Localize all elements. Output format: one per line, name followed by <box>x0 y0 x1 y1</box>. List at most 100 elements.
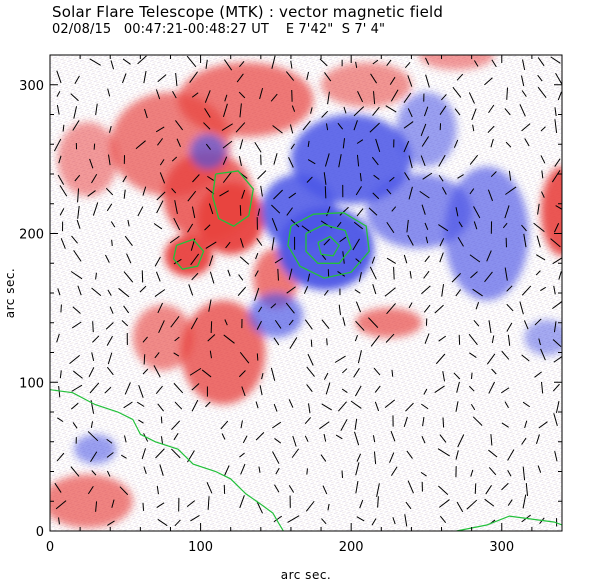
field-vector <box>423 388 428 395</box>
field-vector <box>469 188 475 195</box>
field-vector <box>524 420 528 429</box>
field-vector <box>171 156 178 162</box>
field-vector <box>286 207 293 216</box>
field-vector <box>157 403 164 412</box>
field-contour-2 <box>287 212 370 279</box>
field-vector <box>270 303 277 309</box>
field-vector <box>137 55 147 65</box>
field-vector <box>273 515 283 523</box>
field-vector <box>256 320 262 330</box>
field-vector <box>552 339 562 348</box>
field-vector <box>121 320 129 327</box>
field-vector <box>523 233 527 248</box>
field-vector <box>386 257 396 264</box>
field-vector <box>353 221 364 230</box>
field-vector <box>274 484 280 493</box>
field-vector <box>486 250 492 262</box>
field-vector <box>404 61 411 69</box>
field-vector <box>474 483 477 494</box>
field-vector <box>323 238 331 246</box>
field-vector <box>72 120 80 131</box>
field-vector <box>438 335 446 342</box>
field-vector <box>258 466 261 473</box>
field-vector <box>57 288 61 296</box>
field-vector <box>227 269 231 277</box>
positive-field-region-5 <box>321 62 412 108</box>
field-vector <box>159 464 164 476</box>
field-vector <box>554 451 558 462</box>
field-vector <box>304 417 312 425</box>
x-tick-label: 300 <box>489 540 514 555</box>
field-vector <box>156 502 165 508</box>
field-vector <box>393 267 395 280</box>
field-vector <box>342 368 348 374</box>
field-vector <box>472 288 483 297</box>
ticks-layer: 0 100 200 300 0 100 200 300 <box>19 54 563 555</box>
field-vector <box>541 191 545 198</box>
field-vector <box>521 354 530 362</box>
field-vector <box>404 172 410 181</box>
field-vector <box>222 140 233 149</box>
field-vector <box>455 207 459 217</box>
field-vector <box>225 241 231 249</box>
positive-field-region-12 <box>418 55 495 70</box>
field-vector <box>540 126 546 132</box>
field-vector <box>208 299 212 312</box>
field-vector <box>109 306 114 314</box>
field-vector <box>392 517 396 525</box>
field-vector <box>554 119 558 133</box>
field-vector <box>270 367 276 381</box>
field-vector <box>359 173 362 182</box>
field-vector <box>126 253 132 264</box>
field-vector <box>77 188 80 203</box>
field-vector <box>173 258 182 265</box>
negative-field-region-7 <box>396 92 457 167</box>
field-vector <box>521 285 532 296</box>
field-vector <box>273 403 278 412</box>
field-vector <box>355 61 358 68</box>
field-vector <box>124 435 127 443</box>
field-vector <box>377 496 379 508</box>
field-vector <box>376 483 380 497</box>
field-vector <box>172 91 177 99</box>
field-vector <box>55 500 67 510</box>
field-vector <box>273 189 283 200</box>
field-vector <box>201 369 212 378</box>
field-vector <box>468 385 475 392</box>
field-vector <box>439 499 450 508</box>
field-vector <box>504 108 511 116</box>
field-vector <box>56 452 65 462</box>
field-vector <box>91 287 102 297</box>
field-vector <box>372 59 379 65</box>
field-vector <box>389 176 395 182</box>
field-vector <box>370 335 380 347</box>
field-vector <box>456 381 460 393</box>
field-vector <box>371 156 379 166</box>
field-vector <box>192 174 200 183</box>
negative-field-region-5 <box>190 133 227 170</box>
field-vector <box>107 154 111 166</box>
field-vector <box>123 401 133 409</box>
field-vector <box>386 221 395 234</box>
field-vector <box>272 125 283 134</box>
field-vector <box>355 480 359 494</box>
field-vector <box>553 321 557 333</box>
field-vector <box>423 270 430 279</box>
field-vector <box>307 353 314 366</box>
field-vector <box>350 400 362 409</box>
field-vector <box>439 238 445 247</box>
field-vector <box>155 271 161 282</box>
field-vector <box>155 89 161 100</box>
field-vector <box>124 235 133 247</box>
field-vector <box>190 253 200 266</box>
field-vector <box>205 401 211 408</box>
y-tick-label: 100 <box>19 376 44 391</box>
field-vector <box>288 268 293 280</box>
field-vector <box>371 518 377 526</box>
field-vector <box>88 367 95 378</box>
field-vector <box>72 306 81 314</box>
field-vector <box>472 124 475 132</box>
field-vector <box>488 467 497 476</box>
field-vector <box>386 188 392 195</box>
field-vector <box>355 186 362 196</box>
